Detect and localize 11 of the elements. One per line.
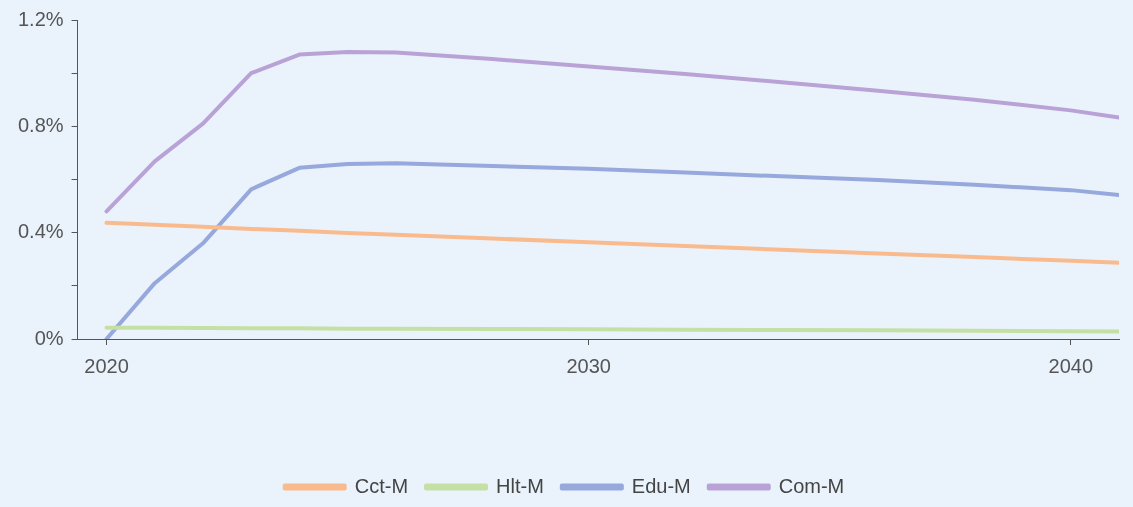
x-tick-label: 2040 — [1048, 354, 1094, 377]
x-tick-label: 2020 — [84, 354, 129, 377]
legend-label: Hlt-M — [496, 474, 544, 497]
legend-label: Com-M — [778, 474, 845, 497]
y-tick-label: 1.2% — [17, 7, 64, 30]
legend-label: Cct-M — [354, 474, 409, 497]
y-tick-label: 0.4% — [17, 220, 64, 243]
y-tick-label: 0% — [34, 326, 64, 349]
y-tick-label: 0.8% — [17, 113, 64, 136]
x-tick-label: 2030 — [566, 354, 611, 377]
legend-label: Edu-M — [631, 474, 691, 497]
